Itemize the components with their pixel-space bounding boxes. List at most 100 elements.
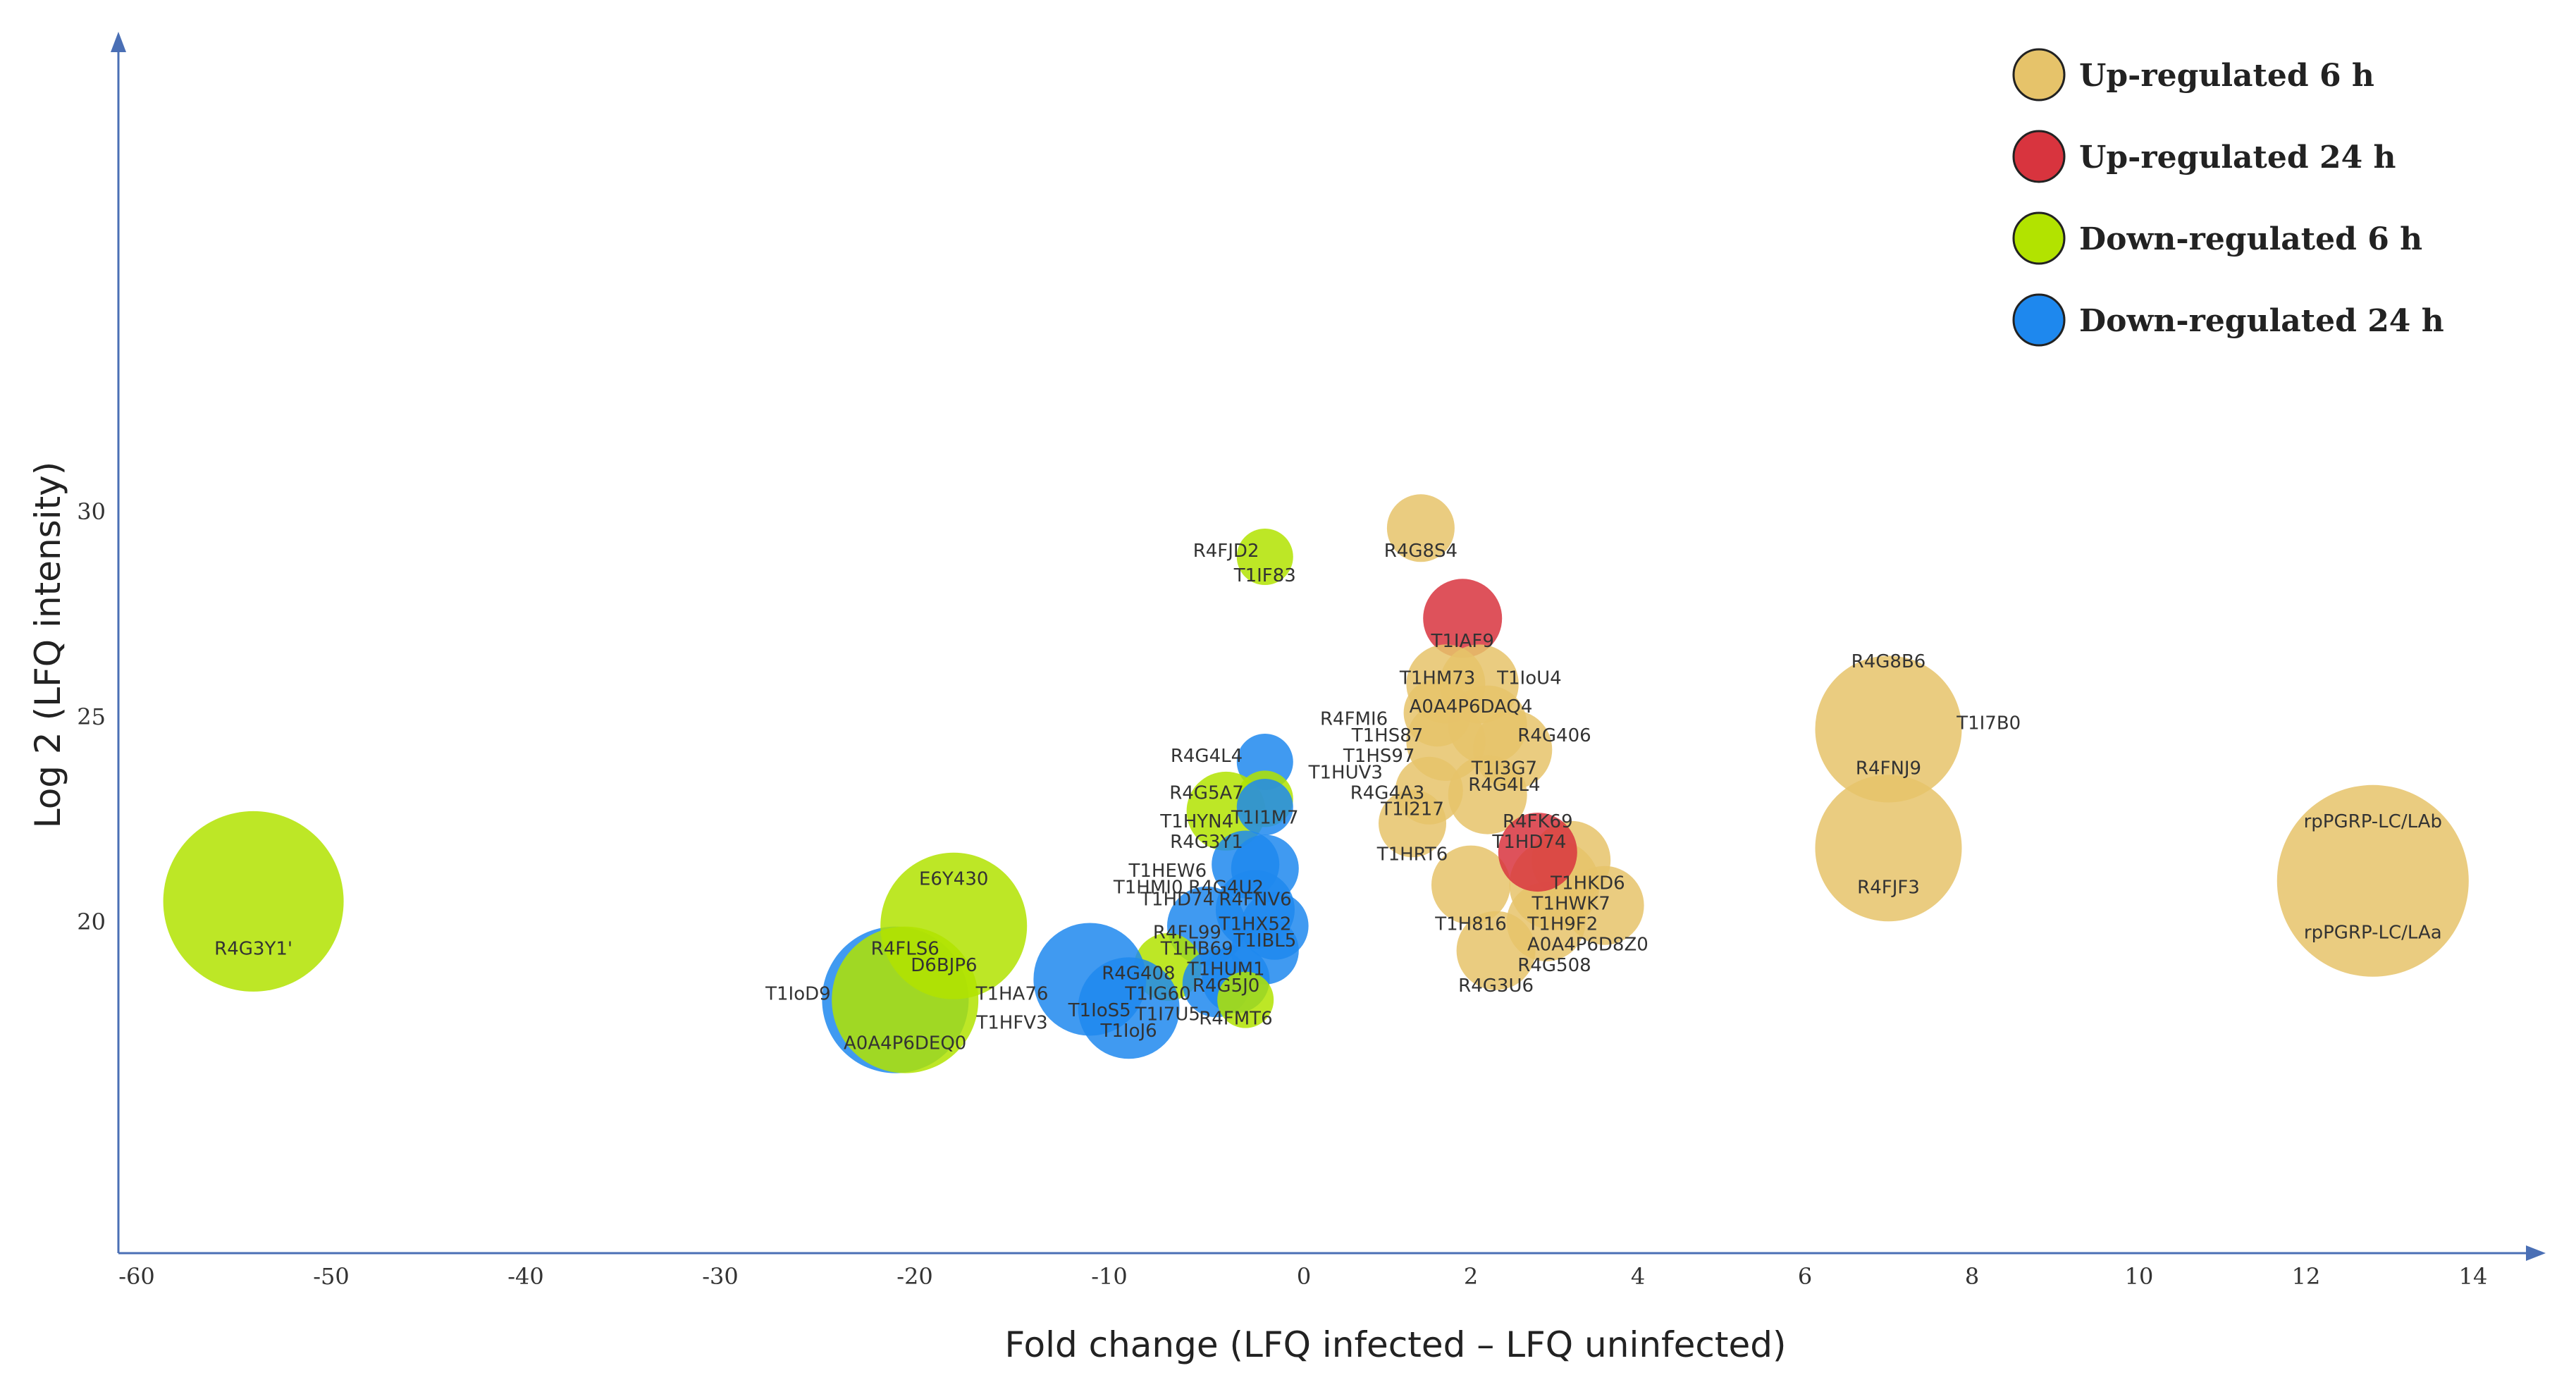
bubble-label: R4G3Y1	[1170, 832, 1243, 853]
x-tick-label: 12	[2292, 1263, 2321, 1290]
bubble-label: T1IoS5	[1068, 1000, 1131, 1021]
legend-swatch-up24	[2012, 130, 2066, 183]
bubble-label: T1H9F2	[1527, 914, 1598, 935]
x-tick-label: -30	[702, 1263, 739, 1290]
bubble-up6	[1379, 789, 1446, 858]
bubble-label: A0A4P6D8Z0	[1527, 935, 1648, 956]
bubble-label: T1HS97	[1343, 746, 1415, 767]
y-tick-label: 30	[77, 498, 106, 525]
bubble-label: T1IoU4	[1496, 667, 1562, 689]
bubble-label: R4G4L4	[1171, 746, 1243, 767]
bubble-label: R4FMT6	[1199, 1009, 1272, 1030]
bubble-label: R4FL99	[1153, 922, 1221, 943]
bubble-down24	[1078, 957, 1180, 1059]
bubble-label: R4G3U6	[1458, 975, 1534, 997]
bubble-label: T1IF83	[1233, 565, 1296, 586]
bubble-label: R4G508	[1517, 955, 1591, 976]
bubble-up6	[2276, 784, 2469, 977]
bubble-label: R4G4U2	[1188, 877, 1264, 898]
x-tick-label: -60	[118, 1263, 155, 1290]
x-tick-label: 8	[1965, 1263, 1979, 1290]
x-tick-label: 2	[1464, 1263, 1478, 1290]
legend-swatch-down6	[2012, 211, 2066, 265]
bubble-layer	[163, 494, 2469, 1073]
bubble-label: R4G406	[1517, 725, 1591, 746]
legend-swatch-down24	[2012, 293, 2066, 347]
legend-label-down6: Down-regulated 6 h	[2079, 221, 2422, 257]
bubble-label: T1IG60	[1124, 984, 1190, 1005]
bubble-label: T1HMI0	[1113, 877, 1183, 898]
bubble-label: rpPGRP-LC/LAa	[2304, 922, 2442, 943]
legend-swatch-up6	[2012, 48, 2066, 101]
bubble-up6	[1815, 655, 1962, 803]
x-tick-label: 4	[1631, 1263, 1645, 1290]
bubble-label: R4G5A7	[1169, 782, 1244, 803]
bubble-label: T1HUM1	[1187, 959, 1265, 980]
bubble-label: T1HD74	[1140, 889, 1214, 911]
axes	[111, 32, 2546, 1261]
bubble-down6	[1236, 529, 1293, 585]
bubble-label: D6BJP6	[911, 955, 977, 976]
bubble-label: T1HM73	[1399, 667, 1476, 689]
x-tick-label: -10	[1091, 1263, 1128, 1290]
bubble-down24	[1236, 779, 1293, 835]
bubble-label: rpPGRP-LC/LAb	[2304, 811, 2442, 832]
bubble-label: T1HWK7	[1532, 894, 1610, 915]
bubble-label: R4FK69	[1503, 811, 1573, 832]
bubble-label: R4G4A3	[1350, 782, 1425, 803]
bubble-label: T1HA76	[975, 984, 1049, 1005]
y-tick-label: 20	[77, 909, 106, 935]
bubble-label: A0A4P6DEQ0	[844, 1033, 966, 1054]
bubble-label: T1HUV3	[1308, 762, 1383, 783]
bubble-label: T1H816	[1434, 914, 1507, 935]
bubble-label: T1HB69	[1160, 939, 1233, 960]
bubble-label: T1I1M7	[1231, 807, 1299, 828]
legend-label-up24: Up-regulated 24 h	[2079, 140, 2396, 175]
bubble-label: R4FNJ9	[1856, 758, 1921, 780]
y-axis-title: Log 2 (LFQ intensity)	[27, 462, 68, 829]
bubble-label: E6Y430	[919, 869, 988, 890]
bubble-up24	[1423, 579, 1503, 658]
bubble-label: T1IBL5	[1233, 930, 1296, 951]
bubble-label: T1HEW6	[1128, 861, 1207, 882]
bubble-label: R4G5J0	[1193, 975, 1260, 997]
bubble-label: T1I7U5	[1135, 1004, 1200, 1025]
bubble-label: T1HKD6	[1550, 873, 1625, 894]
bubble-down6	[1217, 971, 1274, 1028]
bubble-label: R4G8B6	[1851, 651, 1926, 672]
bubble-label: T1I7B0	[1956, 713, 2021, 734]
y-axis-arrow	[111, 32, 126, 52]
bubble-up6	[1386, 494, 1455, 562]
y-tick-labels: 20 25 30	[77, 498, 106, 935]
x-axis-arrow	[2526, 1245, 2546, 1261]
legend-label-up6: Up-regulated 6 h	[2079, 58, 2374, 94]
bubble-up6	[1815, 775, 1962, 922]
bubble-label: T1HD74	[1491, 832, 1566, 853]
x-tick-label: 14	[2459, 1263, 2488, 1290]
x-tick-labels: -60 -50 -40 -30 -20 -10 0 2 4 6 8 10 12 14	[118, 1263, 2487, 1290]
bubble-label: R4FLS6	[871, 939, 939, 960]
x-tick-label: -20	[896, 1263, 933, 1290]
x-tick-label: 0	[1297, 1263, 1311, 1290]
bubble-label: R4G4L4	[1468, 775, 1540, 796]
bubble-down6	[880, 852, 1028, 999]
x-tick-label: -50	[313, 1263, 350, 1290]
bubble-label: T1HRT6	[1376, 844, 1448, 866]
bubble-label: T1IAF9	[1431, 631, 1494, 652]
x-tick-label: 10	[2125, 1263, 2154, 1290]
legend: Up-regulated 6 h Up-regulated 24 h Down-re…	[2012, 48, 2444, 347]
bubble-label: R4G3Y1'	[214, 939, 292, 960]
x-tick-label: -40	[507, 1263, 544, 1290]
bubble-label-layer: R4G8S4 R4FJD2 T1IF83 T1IAF9 T1HM73 T1IoU4 A0A4…	[214, 541, 2442, 1054]
bubble-label: T1IoD9	[765, 984, 831, 1005]
bubble-label: T1I217	[1380, 799, 1444, 820]
bubble-label: R4G408	[1102, 963, 1175, 985]
bubble-label: R4G8S4	[1384, 541, 1458, 562]
bubble-label: R4FJD2	[1193, 541, 1259, 562]
y-tick-label: 25	[77, 703, 106, 730]
bubble-label: T1HYN4	[1159, 811, 1233, 832]
bubble-up24	[1498, 813, 1577, 892]
x-tick-label: 6	[1798, 1263, 1812, 1290]
legend-label-down24: Down-regulated 24 h	[2079, 303, 2444, 339]
